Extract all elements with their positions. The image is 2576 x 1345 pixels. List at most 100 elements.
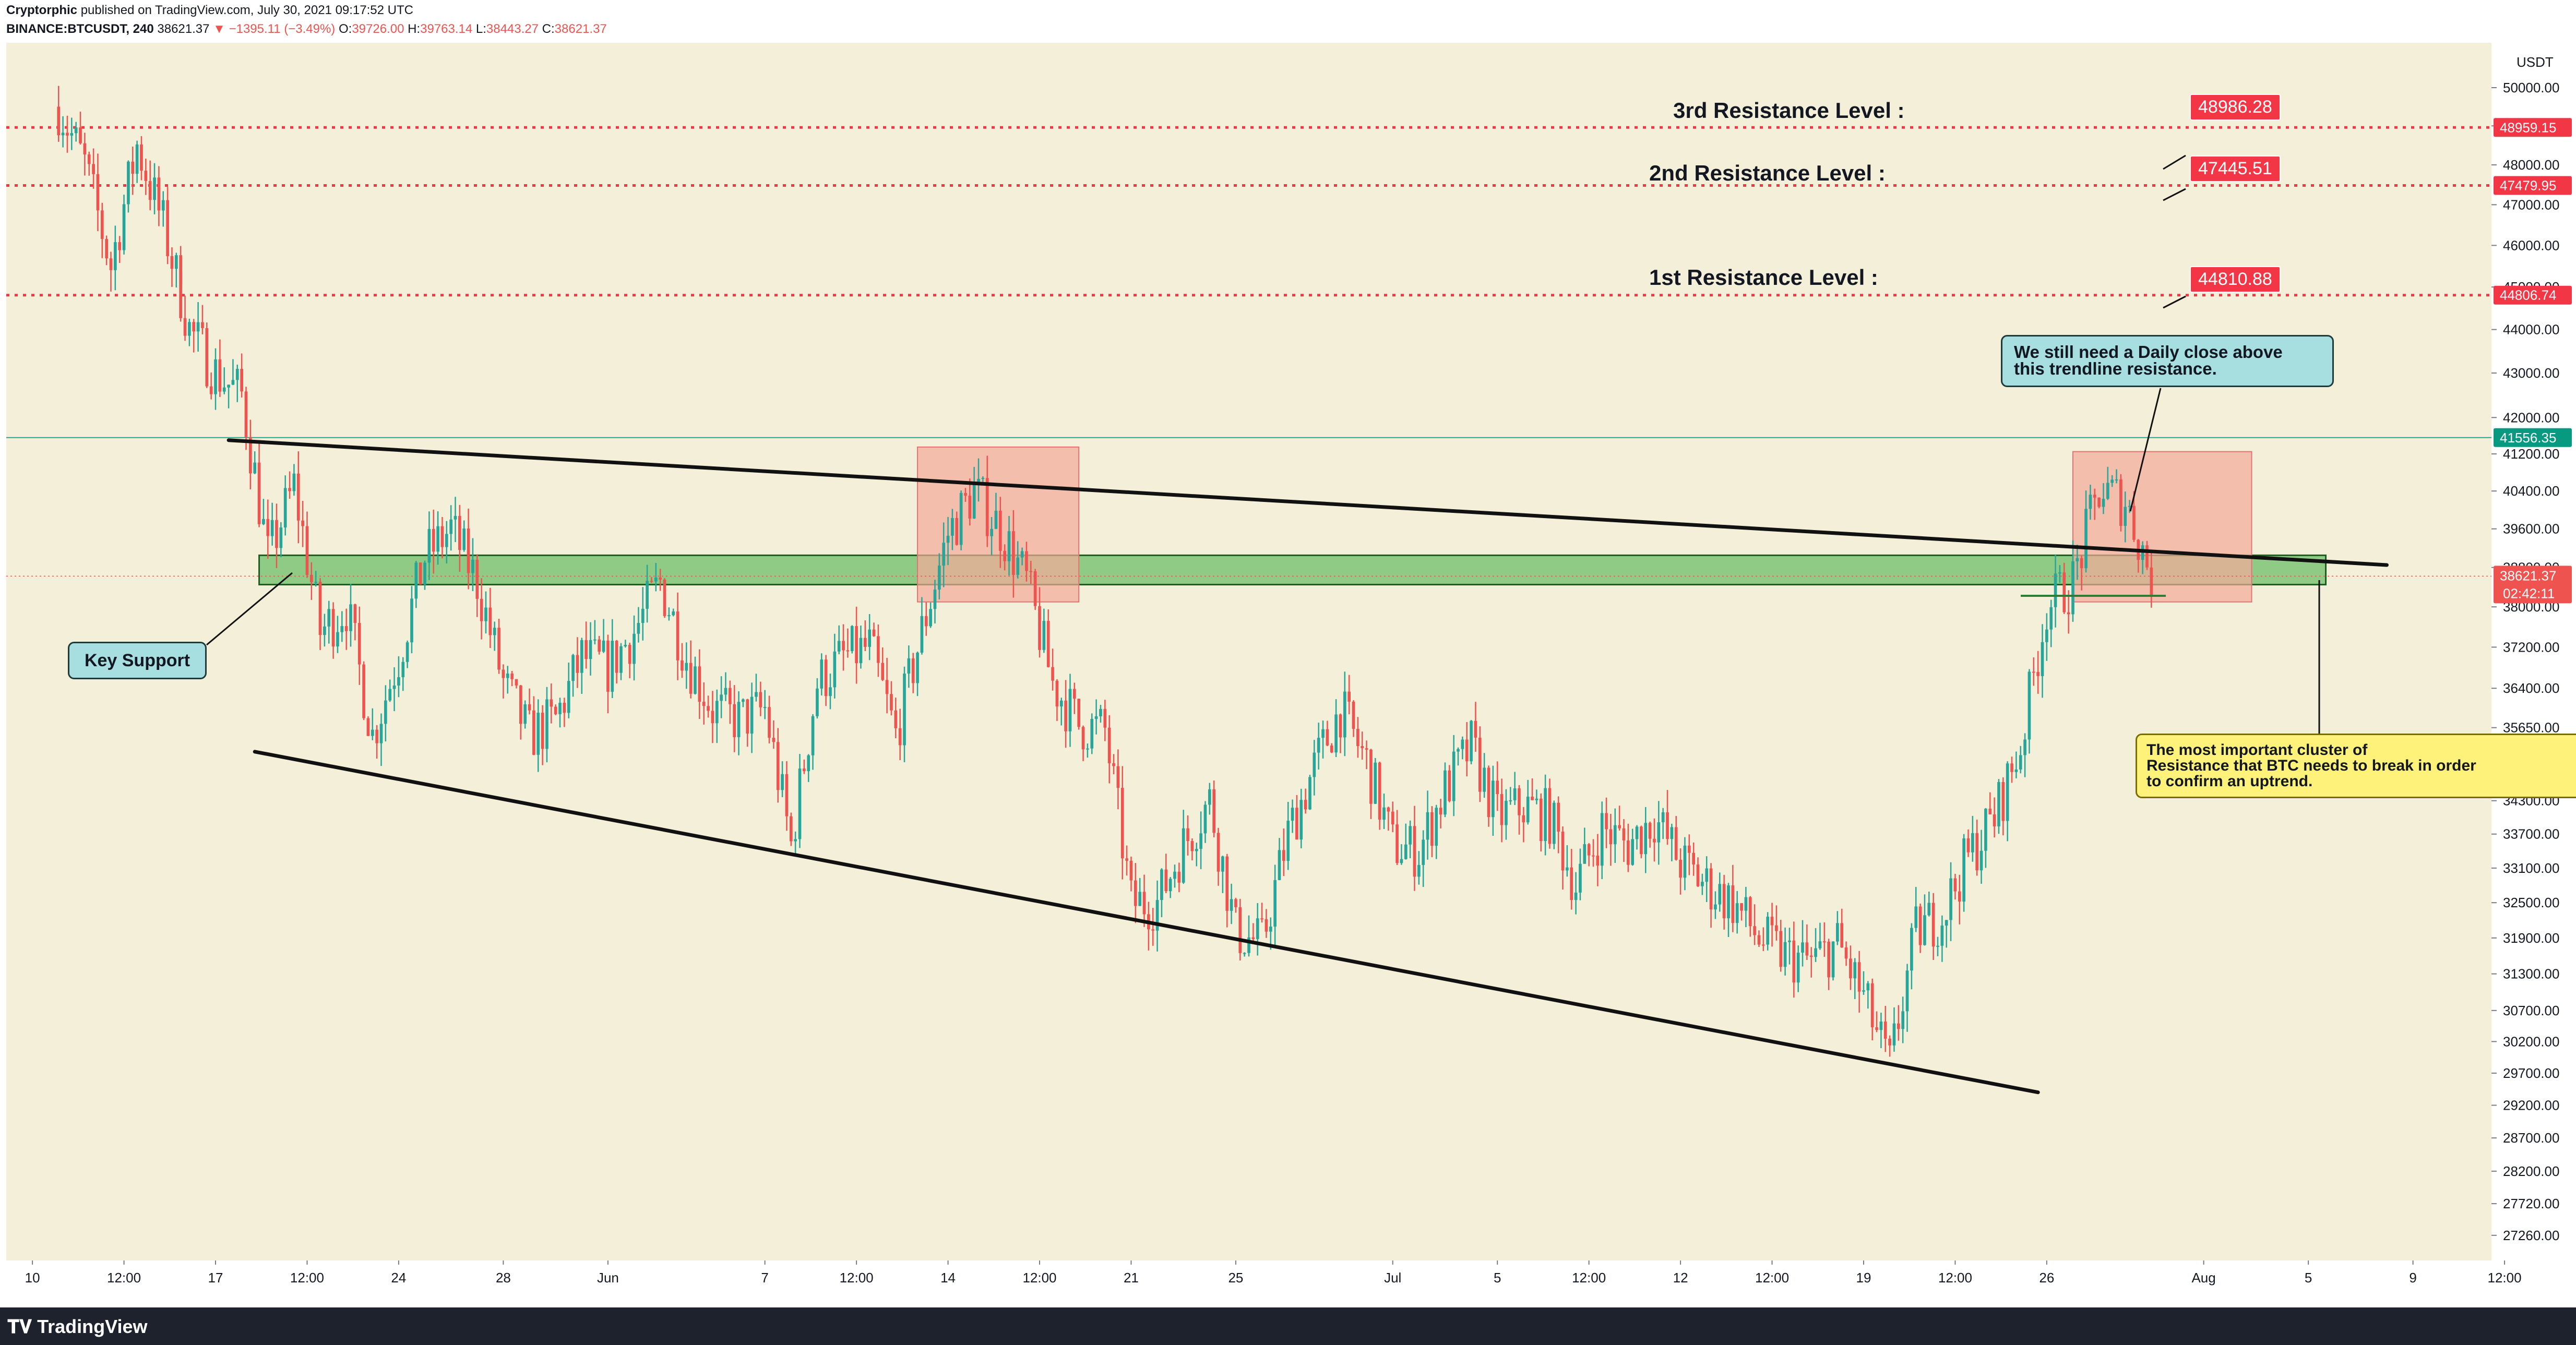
candle-body[interactable] <box>1692 852 1695 864</box>
candle-body[interactable] <box>1112 763 1115 766</box>
candle-body[interactable] <box>1361 746 1364 749</box>
candle-body[interactable] <box>903 674 906 746</box>
candle-body[interactable] <box>1757 935 1761 945</box>
candle-body[interactable] <box>1544 788 1547 842</box>
candle-body[interactable] <box>1273 880 1277 927</box>
candle-body[interactable] <box>650 581 653 582</box>
candle-body[interactable] <box>1666 812 1669 839</box>
candle-body[interactable] <box>877 636 880 663</box>
candle-body[interactable] <box>685 663 688 671</box>
candle-body[interactable] <box>205 328 209 387</box>
candle-body[interactable] <box>309 574 313 583</box>
candle-body[interactable] <box>1783 942 1787 967</box>
candle-body[interactable] <box>2076 558 2079 561</box>
candle-body[interactable] <box>140 144 143 171</box>
candle-body[interactable] <box>733 704 736 737</box>
candle-body[interactable] <box>1657 822 1661 843</box>
candle-body[interactable] <box>1897 1023 1900 1029</box>
candle-body[interactable] <box>2080 558 2083 569</box>
candle-body[interactable] <box>772 738 776 742</box>
candle-body[interactable] <box>1626 840 1630 865</box>
candle-body[interactable] <box>1492 780 1495 818</box>
candle-body[interactable] <box>720 694 723 701</box>
candle-body[interactable] <box>1870 983 1874 1028</box>
candle-body[interactable] <box>833 651 837 688</box>
candle-body[interactable] <box>1099 708 1102 716</box>
candle-body[interactable] <box>114 242 117 270</box>
candle-body[interactable] <box>1526 796 1530 823</box>
candle-body[interactable] <box>344 626 348 631</box>
candle-body[interactable] <box>1077 699 1081 727</box>
candle-body[interactable] <box>2110 479 2114 483</box>
candle-body[interactable] <box>397 677 400 686</box>
candle-body[interactable] <box>1809 955 1813 957</box>
candle-body[interactable] <box>750 696 754 734</box>
candle-body[interactable] <box>1225 856 1229 911</box>
candle-body[interactable] <box>2054 573 2057 607</box>
candle-body[interactable] <box>563 702 566 713</box>
candle-body[interactable] <box>1295 808 1298 840</box>
candle-body[interactable] <box>323 626 326 635</box>
candle-body[interactable] <box>1548 788 1552 844</box>
candle-body[interactable] <box>96 174 100 211</box>
candle-body[interactable] <box>1413 826 1416 877</box>
candle-body[interactable] <box>1256 918 1259 939</box>
candle-body[interactable] <box>1609 829 1613 845</box>
candle-body[interactable] <box>1566 867 1569 871</box>
candle-body[interactable] <box>275 520 278 548</box>
candle-body[interactable] <box>663 579 666 616</box>
candle-body[interactable] <box>1796 952 1800 983</box>
candle-body[interactable] <box>2019 755 2022 770</box>
candle-body[interactable] <box>580 640 583 673</box>
candle-body[interactable] <box>1025 551 1028 571</box>
candle-body[interactable] <box>87 154 91 164</box>
candle-body[interactable] <box>1940 926 1944 946</box>
candle-body[interactable] <box>1116 766 1120 788</box>
candle-body[interactable] <box>1212 789 1216 833</box>
candle-body[interactable] <box>536 713 540 755</box>
candle-body[interactable] <box>244 391 248 437</box>
candle-body[interactable] <box>1827 941 1830 978</box>
candle-body[interactable] <box>1291 808 1294 821</box>
trendline-resistance[interactable] <box>226 438 2389 567</box>
candle-body[interactable] <box>2014 769 2018 772</box>
candle-body[interactable] <box>1238 907 1242 953</box>
candle-body[interactable] <box>1570 867 1573 900</box>
candle-body[interactable] <box>672 611 675 616</box>
candle-body[interactable] <box>1038 606 1041 650</box>
candle-body[interactable] <box>301 520 304 526</box>
candle-body[interactable] <box>362 664 365 718</box>
candle-body[interactable] <box>1208 789 1211 805</box>
candle-body[interactable] <box>488 607 492 635</box>
candle-body[interactable] <box>1326 729 1329 746</box>
candle-body[interactable] <box>1182 828 1185 883</box>
candle-body[interactable] <box>2028 671 2031 740</box>
candle-body[interactable] <box>1299 800 1303 840</box>
candle-body[interactable] <box>907 658 911 674</box>
candle-body[interactable] <box>92 164 95 174</box>
candle-body[interactable] <box>57 106 61 136</box>
candle-body[interactable] <box>1918 906 1922 945</box>
candle-body[interactable] <box>1905 970 1909 1012</box>
candle-body[interactable] <box>2010 763 2013 772</box>
candle-body[interactable] <box>789 816 793 842</box>
candle-body[interactable] <box>1513 788 1517 800</box>
candle-body[interactable] <box>2102 499 2105 507</box>
candle-body[interactable] <box>707 706 710 711</box>
candle-body[interactable] <box>349 604 352 631</box>
candle-body[interactable] <box>1391 811 1394 825</box>
candle-body[interactable] <box>1849 958 1852 979</box>
candle-body[interactable] <box>440 526 444 547</box>
candle-body[interactable] <box>964 493 967 496</box>
candle-body[interactable] <box>1317 738 1320 753</box>
candle-body[interactable] <box>911 658 915 683</box>
candle-body[interactable] <box>1975 833 1979 871</box>
candle-body[interactable] <box>1949 878 1952 920</box>
candle-body[interactable] <box>1901 1011 1904 1029</box>
candle-body[interactable] <box>1186 828 1189 842</box>
candle-body[interactable] <box>283 488 287 528</box>
candle-body[interactable] <box>1321 729 1325 738</box>
candle-body[interactable] <box>1007 531 1011 561</box>
candle-body[interactable] <box>1369 749 1373 804</box>
candle-body[interactable] <box>1016 557 1020 575</box>
